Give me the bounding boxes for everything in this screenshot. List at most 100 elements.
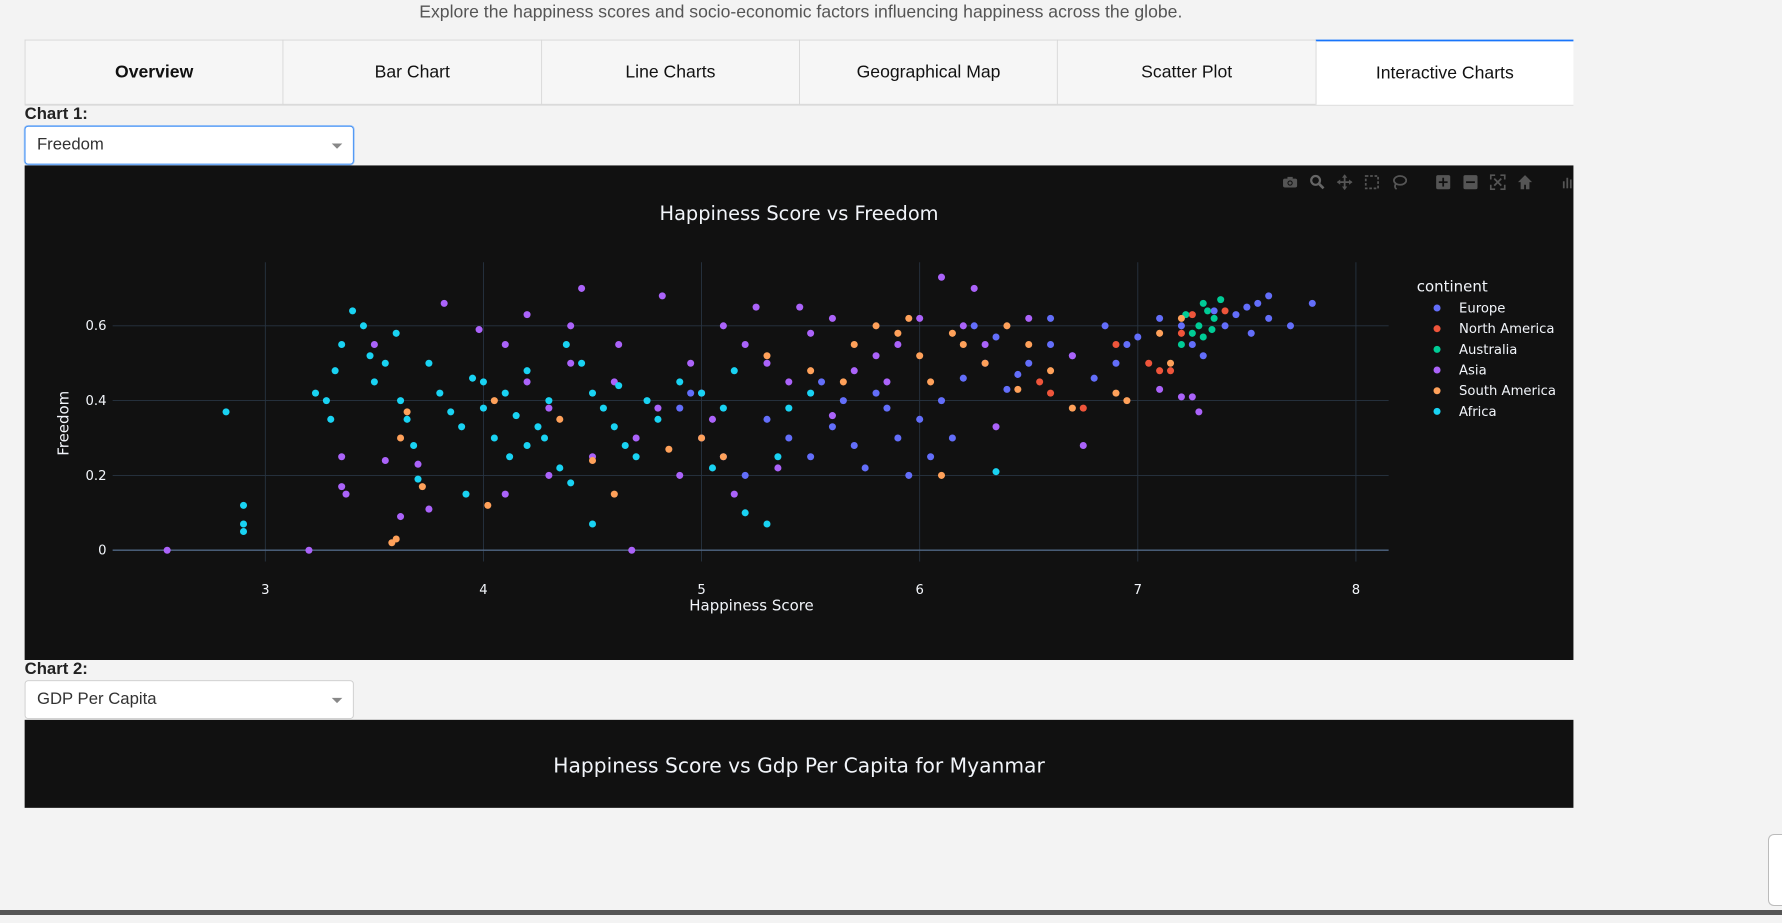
scatter-point bbox=[331, 367, 339, 375]
legend-item[interactable]: North America bbox=[1459, 322, 1554, 337]
scatter-point bbox=[1177, 314, 1185, 322]
x-axis-label: Happiness Score bbox=[689, 597, 813, 615]
scatter-point bbox=[828, 423, 836, 431]
scatter-point bbox=[370, 341, 378, 349]
scatter-point bbox=[523, 441, 531, 450]
scatter-point bbox=[1014, 370, 1022, 378]
scatter-point bbox=[752, 303, 760, 311]
zoom-in-icon[interactable] bbox=[1432, 171, 1455, 194]
scatter-point bbox=[1123, 397, 1131, 405]
scatter-point bbox=[676, 404, 684, 412]
chart2-dropdown[interactable]: GDP Per Capita bbox=[24, 680, 354, 719]
scatter-point bbox=[490, 434, 498, 442]
scatter-point bbox=[366, 352, 374, 360]
tab-bar-chart[interactable]: Bar Chart bbox=[282, 39, 541, 105]
tab-overview[interactable]: Overview bbox=[24, 39, 283, 105]
scatter-point bbox=[1036, 378, 1044, 386]
page-subtitle: Explore the happiness scores and socio-e… bbox=[419, 2, 1183, 23]
x-tick-label: 6 bbox=[915, 583, 923, 598]
chart2-dropdown-value: GDP Per Capita bbox=[36, 689, 157, 709]
x-tick-label: 8 bbox=[1352, 583, 1360, 598]
scatter-point bbox=[588, 456, 597, 464]
scatter-point bbox=[1025, 314, 1033, 322]
chevron-down-icon[interactable] bbox=[331, 697, 343, 704]
scatter-point bbox=[959, 322, 967, 330]
scatter-point bbox=[1204, 307, 1212, 315]
pan-icon[interactable] bbox=[1333, 171, 1356, 194]
autoscale-icon[interactable] bbox=[1486, 171, 1509, 194]
scatter-point bbox=[937, 397, 946, 405]
scatter-point bbox=[578, 284, 586, 292]
tab-line-charts[interactable]: Line Charts bbox=[540, 39, 800, 105]
scatter-point bbox=[763, 415, 771, 423]
reset-axes-icon[interactable] bbox=[1514, 171, 1537, 194]
scatter-point bbox=[1090, 374, 1098, 382]
scatter-point bbox=[469, 374, 477, 382]
scatter-point bbox=[1047, 367, 1055, 375]
scatter-point bbox=[1188, 393, 1196, 401]
scatter-point bbox=[578, 359, 586, 367]
chevron-down-icon[interactable] bbox=[331, 143, 343, 149]
chart2-plot: Happiness Score vs Gdp Per Capita for My… bbox=[24, 719, 1574, 808]
box-select-icon[interactable] bbox=[1360, 171, 1383, 194]
scatter-point bbox=[397, 513, 405, 521]
scatter-point bbox=[1101, 322, 1109, 330]
scatter-point bbox=[359, 322, 367, 330]
legend-item[interactable]: Africa bbox=[1459, 405, 1497, 420]
tab-scatter-plot[interactable]: Scatter Plot bbox=[1057, 39, 1316, 105]
scatter-point bbox=[1232, 311, 1240, 319]
scatter-point bbox=[730, 367, 738, 375]
plotly-logo-icon[interactable] bbox=[1558, 171, 1574, 194]
scatter-point bbox=[719, 404, 727, 412]
legend-marker bbox=[1433, 345, 1441, 353]
scatter-point bbox=[545, 404, 553, 412]
side-feedback-tab[interactable] bbox=[1768, 834, 1782, 906]
legend-item[interactable]: South America bbox=[1459, 384, 1556, 399]
legend-item[interactable]: Australia bbox=[1459, 343, 1517, 358]
legend-item[interactable]: Europe bbox=[1459, 301, 1505, 316]
chart2-title: Happiness Score vs Gdp Per Capita for My… bbox=[553, 755, 1045, 778]
scatter-point bbox=[774, 453, 782, 461]
scatter-point bbox=[615, 382, 623, 390]
scatter-point bbox=[512, 412, 520, 420]
tab-interactive-charts[interactable]: Interactive Charts bbox=[1315, 39, 1574, 105]
scatter-point bbox=[458, 423, 466, 431]
scatter-point bbox=[1047, 314, 1055, 322]
scatter-point bbox=[1003, 322, 1011, 330]
scatter-point bbox=[654, 404, 662, 412]
plot-modebar bbox=[1279, 171, 1574, 194]
scatter-point bbox=[927, 453, 935, 461]
scatter-point bbox=[708, 415, 716, 423]
scatter-point bbox=[440, 299, 448, 307]
scatter-point bbox=[894, 329, 902, 337]
scatter-point bbox=[599, 404, 607, 412]
scatter-point bbox=[741, 341, 749, 349]
scatter-point bbox=[839, 397, 847, 405]
scatter-point bbox=[774, 464, 782, 472]
scatter-point bbox=[1156, 367, 1164, 375]
scatter-point bbox=[828, 412, 836, 420]
scatter-point bbox=[916, 415, 924, 423]
scatter-point bbox=[658, 292, 666, 300]
scatter-point bbox=[894, 434, 902, 442]
scatter-point bbox=[1112, 341, 1120, 349]
scatter-point bbox=[403, 415, 411, 423]
scatter-point bbox=[403, 408, 411, 416]
zoom-out-icon[interactable] bbox=[1459, 171, 1482, 194]
camera-icon[interactable] bbox=[1279, 171, 1302, 194]
scatter-point bbox=[381, 456, 389, 464]
scatter-point bbox=[534, 423, 542, 431]
lasso-icon[interactable] bbox=[1388, 171, 1411, 194]
scatter-point bbox=[1068, 352, 1076, 360]
scatter-point bbox=[894, 341, 902, 349]
axis-ticks: 3 4 5 6 7 8 0 0.2 0.4 0.6 bbox=[85, 319, 1360, 598]
scatter-point bbox=[501, 341, 509, 349]
chart1-dropdown[interactable]: Freedom bbox=[24, 125, 354, 165]
scatter-point bbox=[370, 378, 378, 386]
zoom-icon[interactable] bbox=[1306, 171, 1329, 194]
scatter-point bbox=[540, 434, 549, 442]
legend-item[interactable]: Asia bbox=[1459, 363, 1487, 378]
tab-geographical-map[interactable]: Geographical Map bbox=[799, 39, 1058, 105]
scatter-point bbox=[1145, 359, 1153, 367]
scatter-point bbox=[397, 397, 405, 405]
